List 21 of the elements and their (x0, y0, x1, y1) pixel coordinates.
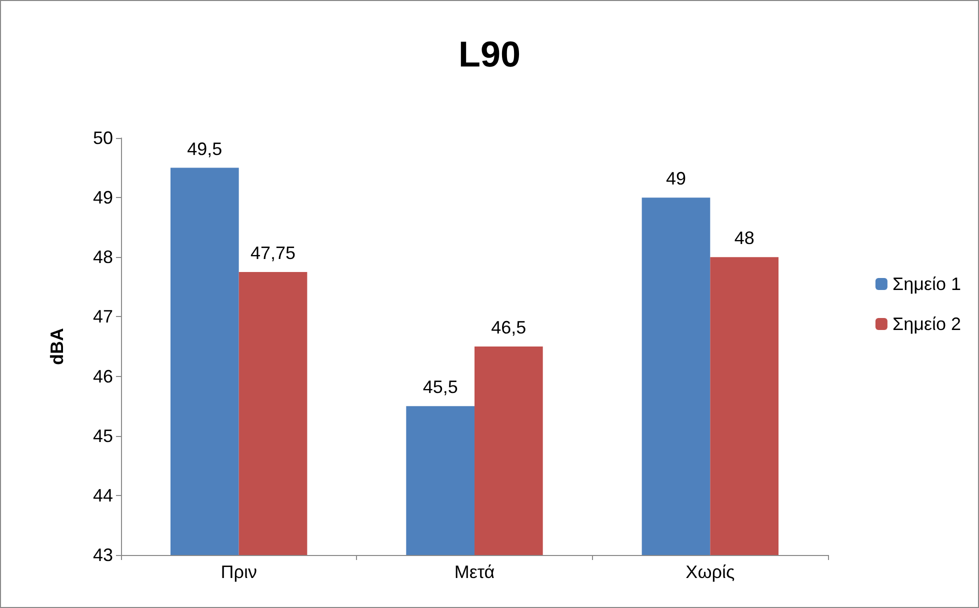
x-tick-label: Πριν (220, 562, 257, 582)
y-tick-label: 50 (92, 128, 113, 148)
legend-label: Σημείο 1 (892, 274, 962, 294)
data-label: 45,5 (422, 377, 458, 398)
x-tick-label: Χωρίς (686, 562, 735, 582)
y-tick-label: 49 (92, 188, 113, 208)
y-tick-label: 44 (92, 485, 113, 506)
y-tick-label: 46 (92, 366, 113, 386)
y-axis-title: dBA (47, 328, 67, 365)
data-label: 48 (734, 228, 754, 248)
chart-title: L90 (458, 34, 521, 74)
data-label: 49 (666, 168, 686, 189)
y-tick-label: 45 (92, 426, 113, 446)
data-label: 47,75 (250, 243, 296, 264)
x-tick-label: Μετά (454, 562, 495, 582)
y-tick-label: 47 (92, 306, 113, 327)
legend-label: Σημείο 2 (892, 314, 962, 334)
data-label: 46,5 (491, 318, 526, 338)
y-tick-label: 43 (92, 545, 113, 565)
data-label: 49,5 (187, 138, 222, 159)
y-tick-label: 48 (92, 247, 113, 268)
